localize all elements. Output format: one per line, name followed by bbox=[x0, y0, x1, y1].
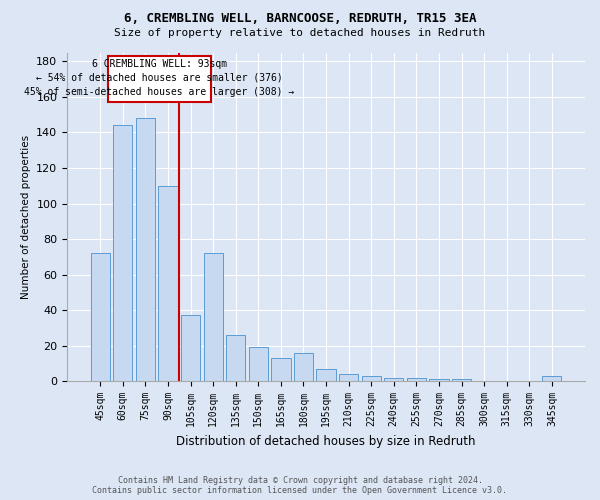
Bar bbox=[136, 118, 155, 381]
Bar bbox=[294, 353, 313, 381]
Bar bbox=[452, 380, 471, 381]
Text: Size of property relative to detached houses in Redruth: Size of property relative to detached ho… bbox=[115, 28, 485, 38]
Bar bbox=[339, 374, 358, 381]
Text: 6 CREMBLING WELL: 93sqm: 6 CREMBLING WELL: 93sqm bbox=[92, 58, 227, 68]
Bar bbox=[362, 376, 381, 381]
Y-axis label: Number of detached properties: Number of detached properties bbox=[21, 135, 31, 299]
X-axis label: Distribution of detached houses by size in Redruth: Distribution of detached houses by size … bbox=[176, 434, 476, 448]
Bar bbox=[113, 126, 133, 381]
Bar bbox=[430, 380, 449, 381]
Text: 6, CREMBLING WELL, BARNCOOSE, REDRUTH, TR15 3EA: 6, CREMBLING WELL, BARNCOOSE, REDRUTH, T… bbox=[124, 12, 476, 26]
Bar bbox=[226, 335, 245, 381]
Bar bbox=[181, 316, 200, 381]
Bar bbox=[407, 378, 426, 381]
Bar bbox=[91, 254, 110, 381]
Bar bbox=[316, 369, 335, 381]
Bar bbox=[203, 254, 223, 381]
Bar bbox=[249, 348, 268, 381]
Text: ← 54% of detached houses are smaller (376): ← 54% of detached houses are smaller (37… bbox=[36, 72, 283, 83]
Bar bbox=[271, 358, 290, 381]
Bar bbox=[158, 186, 178, 381]
FancyBboxPatch shape bbox=[108, 56, 211, 102]
Text: 45% of semi-detached houses are larger (308) →: 45% of semi-detached houses are larger (… bbox=[25, 86, 295, 97]
Text: Contains HM Land Registry data © Crown copyright and database right 2024.
Contai: Contains HM Land Registry data © Crown c… bbox=[92, 476, 508, 495]
Bar bbox=[542, 376, 562, 381]
Bar bbox=[384, 378, 403, 381]
